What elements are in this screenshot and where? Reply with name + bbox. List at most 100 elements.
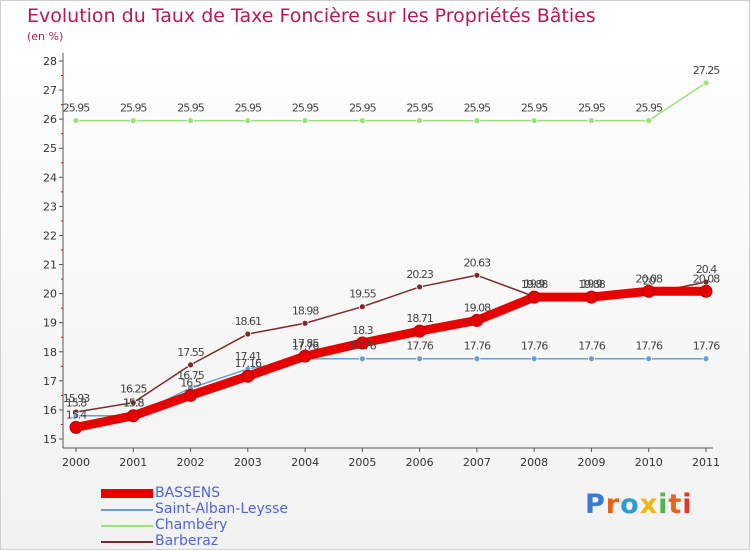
- proxiti-logo-letter: P: [585, 489, 606, 520]
- data-point-bassens: [584, 290, 598, 304]
- data-label-saint-alban-leysse: 17.76: [693, 340, 720, 353]
- data-point-saint-alban-leysse: [416, 355, 424, 363]
- data-point-bassens: [699, 284, 713, 298]
- data-point-chamb-ry: [244, 117, 252, 125]
- y-tick-label: 17: [43, 375, 57, 388]
- data-label-saint-alban-leysse: 17.76: [406, 340, 433, 353]
- data-label-barberaz: 19.9: [524, 278, 545, 291]
- data-label-saint-alban-leysse: 17.76: [578, 340, 605, 353]
- x-tick-label: 2005: [348, 456, 376, 469]
- y-tick-label: 21: [43, 259, 57, 272]
- data-point-saint-alban-leysse: [358, 355, 366, 363]
- proxiti-logo-letter: r: [605, 489, 621, 520]
- y-tick-label: 20: [43, 288, 57, 301]
- proxiti-logo: Proxiti: [585, 489, 693, 520]
- data-point-barberaz: [244, 330, 252, 338]
- data-point-saint-alban-leysse: [645, 355, 653, 363]
- data-label-barberaz: 19.9: [581, 278, 602, 291]
- data-label-saint-alban-leysse: 17.41: [235, 350, 262, 363]
- y-tick-label: 28: [43, 55, 57, 68]
- x-tick-label: 2000: [62, 456, 90, 469]
- data-label-chamb-ry: 25.95: [406, 102, 433, 115]
- legend-swatch-barberaz: [101, 541, 153, 543]
- data-label-chamb-ry: 25.95: [521, 102, 548, 115]
- data-point-chamb-ry: [702, 79, 710, 87]
- proxiti-logo-text: Proxiti: [585, 489, 693, 520]
- data-point-barberaz: [473, 271, 481, 279]
- y-tick-label: 15: [43, 433, 57, 446]
- proxiti-logo-letter: x: [639, 489, 659, 520]
- data-label-bassens: 17.85: [292, 337, 319, 350]
- data-point-bassens: [69, 420, 83, 434]
- data-label-saint-alban-leysse: 15.8: [123, 397, 144, 410]
- proxiti-logo-letter: i: [658, 489, 669, 520]
- data-point-barberaz: [187, 361, 194, 369]
- proxiti-logo-letter: i: [682, 489, 693, 520]
- x-tick-label: 2006: [406, 456, 434, 469]
- legend-swatch-saint-alban-leysse: [101, 509, 153, 511]
- data-label-chamb-ry: 25.95: [235, 102, 262, 115]
- x-tick-label: 2004: [291, 456, 319, 469]
- data-label-chamb-ry: 25.95: [177, 102, 204, 115]
- data-label-saint-alban-leysse: 17.76: [349, 340, 376, 353]
- data-label-chamb-ry: 25.95: [578, 102, 605, 115]
- data-point-saint-alban-leysse: [588, 355, 595, 363]
- data-label-bassens: 15.4: [66, 408, 87, 421]
- data-label-barberaz: 19.55: [349, 288, 376, 301]
- data-point-bassens: [126, 409, 140, 423]
- y-tick-label: 23: [43, 200, 57, 213]
- data-label-saint-alban-leysse: 16.75: [177, 369, 204, 382]
- y-tick-label: 22: [43, 229, 57, 242]
- data-label-barberaz: 20.23: [406, 268, 433, 281]
- proxiti-logo-letter: o: [620, 489, 640, 520]
- data-label-saint-alban-leysse: 17.76: [464, 340, 491, 353]
- data-point-chamb-ry: [129, 117, 137, 125]
- data-label-bassens: 18.3: [352, 324, 373, 337]
- x-tick-label: 2010: [635, 456, 663, 469]
- data-point-chamb-ry: [645, 117, 653, 125]
- data-label-barberaz: 16.25: [120, 383, 147, 396]
- data-label-bassens: 17.16: [235, 357, 262, 370]
- data-point-chamb-ry: [187, 117, 194, 125]
- data-label-saint-alban-leysse: 15.8: [66, 397, 87, 410]
- data-label-chamb-ry: 25.95: [635, 102, 662, 115]
- legend-swatch-bassens: [101, 489, 153, 498]
- data-point-barberaz: [129, 399, 137, 407]
- data-point-bassens: [413, 324, 427, 338]
- data-point-barberaz: [301, 319, 309, 327]
- data-point-chamb-ry: [473, 117, 481, 125]
- data-label-barberaz: 18.98: [292, 304, 319, 317]
- data-label-chamb-ry: 25.95: [464, 102, 491, 115]
- data-label-saint-alban-leysse: 17.76: [292, 340, 319, 353]
- y-tick-label: 27: [43, 84, 57, 97]
- legend-item-saint-alban-leysse: Saint-Alban-Leysse: [101, 501, 361, 517]
- data-label-bassens: 15.8: [123, 397, 144, 410]
- data-point-chamb-ry: [301, 117, 309, 125]
- y-tick-label: 24: [43, 171, 57, 184]
- legend-label-chambery: Chambéry: [155, 517, 228, 533]
- y-tick-label: 18: [43, 346, 57, 359]
- data-point-barberaz: [358, 303, 366, 311]
- x-tick-label: 2007: [463, 456, 491, 469]
- x-tick-label: 2002: [177, 456, 205, 469]
- data-point-bassens: [355, 336, 369, 350]
- y-tick-label: 19: [43, 317, 57, 330]
- data-point-bassens: [642, 284, 656, 298]
- data-label-barberaz: 20.4: [696, 263, 717, 276]
- data-point-bassens: [298, 349, 312, 363]
- y-tick-label: 25: [43, 142, 57, 155]
- series-line-chamb-ry: [76, 82, 707, 122]
- data-point-saint-alban-leysse: [473, 355, 481, 363]
- legend-label-barberaz: Barberaz: [155, 533, 219, 549]
- legend: BASSENS Saint-Alban-Leysse Chambéry Barb…: [101, 485, 361, 549]
- x-tick-label: 2009: [577, 456, 605, 469]
- legend-swatch-chambery: [101, 525, 153, 527]
- legend-item-barberaz: Barberaz: [101, 533, 361, 549]
- data-point-saint-alban-leysse: [72, 412, 80, 420]
- data-point-chamb-ry: [416, 117, 424, 125]
- data-label-saint-alban-leysse: 17.76: [521, 340, 548, 353]
- data-point-chamb-ry: [358, 117, 366, 125]
- data-point-saint-alban-leysse: [530, 355, 538, 363]
- legend-label-saint-alban-leysse: Saint-Alban-Leysse: [155, 501, 288, 517]
